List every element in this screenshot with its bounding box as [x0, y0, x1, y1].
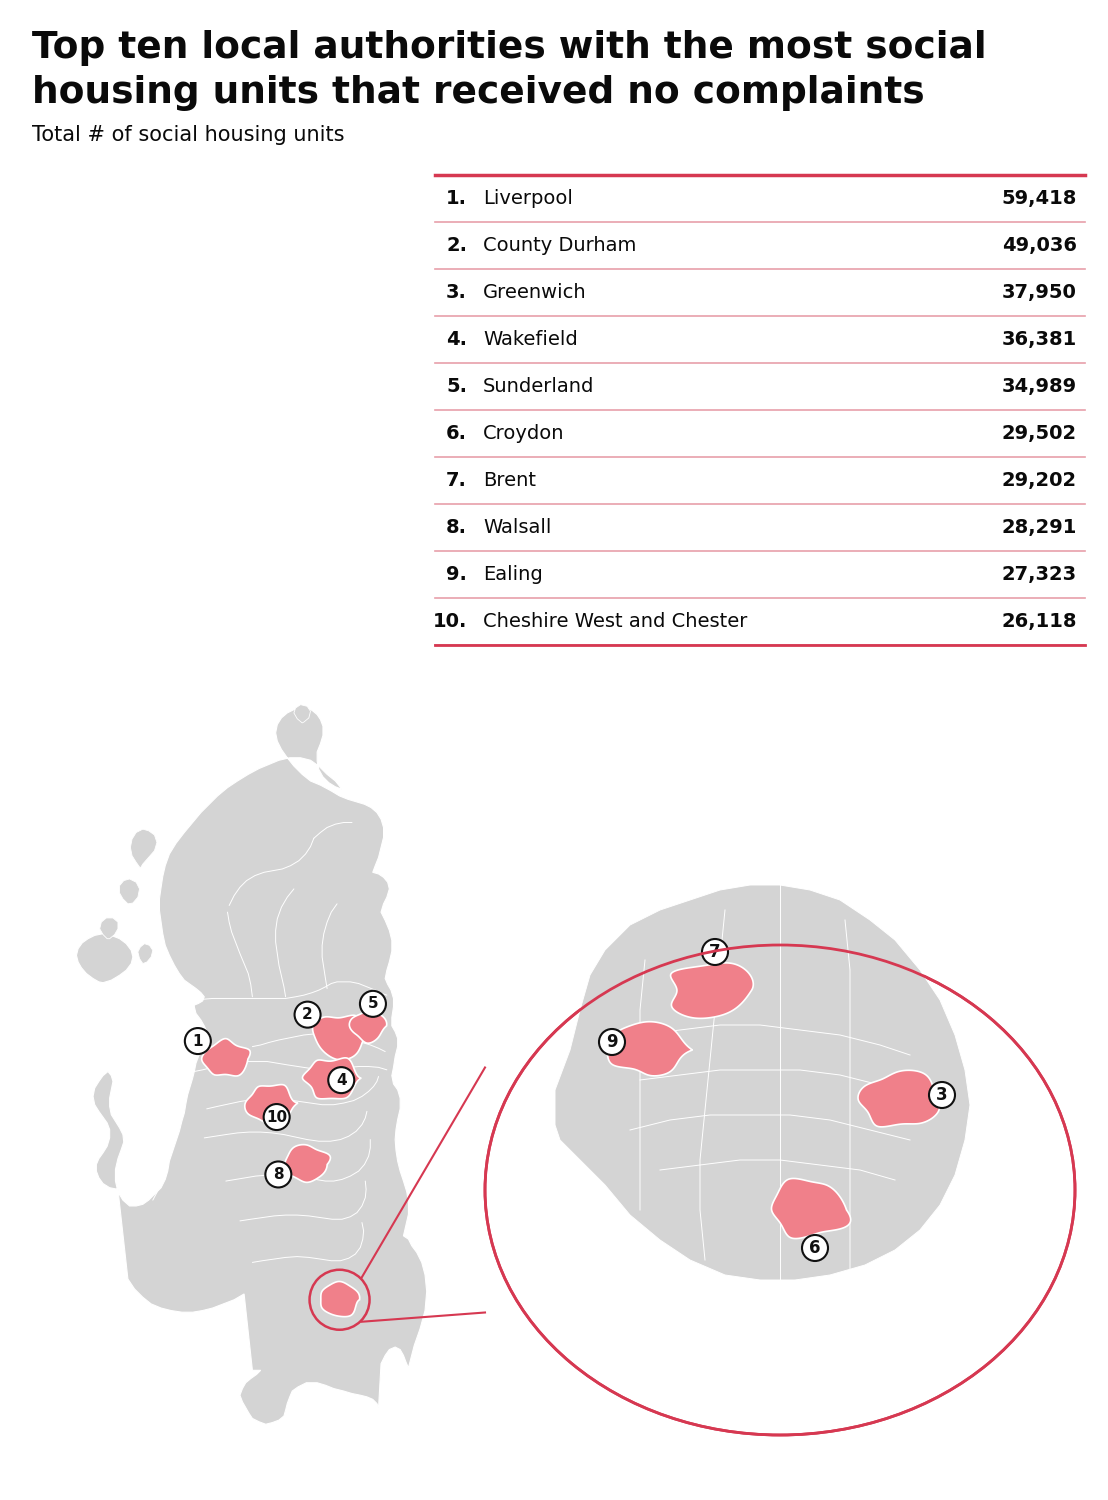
Circle shape	[265, 1161, 291, 1188]
Polygon shape	[120, 879, 140, 904]
Polygon shape	[93, 708, 427, 1425]
Text: 10.: 10.	[432, 612, 466, 632]
Text: Top ten local authorities with the most social: Top ten local authorities with the most …	[32, 30, 986, 66]
Circle shape	[295, 1002, 320, 1028]
Text: Wakefield: Wakefield	[483, 330, 577, 350]
Text: 3.: 3.	[447, 284, 466, 302]
Polygon shape	[555, 885, 970, 1280]
Polygon shape	[312, 1016, 366, 1060]
Text: 3: 3	[936, 1086, 947, 1104]
Text: 1.: 1.	[447, 189, 466, 209]
Text: 6.: 6.	[447, 424, 466, 442]
Text: Croydon: Croydon	[483, 424, 564, 442]
Circle shape	[264, 1104, 289, 1130]
Text: 4.: 4.	[447, 330, 466, 350]
Polygon shape	[100, 918, 117, 939]
Polygon shape	[858, 1071, 940, 1126]
Text: 2: 2	[302, 1007, 312, 1022]
Polygon shape	[131, 830, 157, 868]
Polygon shape	[607, 1022, 692, 1076]
Ellipse shape	[485, 945, 1075, 1436]
Text: 7.: 7.	[447, 471, 466, 490]
Text: 37,950: 37,950	[1002, 284, 1077, 302]
Text: 34,989: 34,989	[1002, 376, 1077, 396]
Text: 27,323: 27,323	[1002, 566, 1077, 584]
Text: 7: 7	[709, 944, 721, 962]
Polygon shape	[245, 1084, 298, 1125]
Text: Total # of social housing units: Total # of social housing units	[32, 124, 345, 146]
Text: 4: 4	[336, 1072, 347, 1088]
Text: 2.: 2.	[447, 236, 466, 255]
Polygon shape	[771, 1179, 851, 1239]
Circle shape	[929, 1082, 955, 1108]
Text: 49,036: 49,036	[1002, 236, 1077, 255]
Circle shape	[702, 939, 728, 964]
Circle shape	[185, 1028, 211, 1054]
Text: 5: 5	[368, 996, 378, 1011]
Text: 29,502: 29,502	[1002, 424, 1077, 442]
Text: Brent: Brent	[483, 471, 536, 490]
Text: Ealing: Ealing	[483, 566, 543, 584]
Text: 8: 8	[273, 1167, 284, 1182]
Text: 28,291: 28,291	[1002, 518, 1077, 537]
Text: Cheshire West and Chester: Cheshire West and Chester	[483, 612, 748, 632]
Polygon shape	[302, 1058, 361, 1100]
Text: Walsall: Walsall	[483, 518, 552, 537]
Text: 9.: 9.	[447, 566, 466, 584]
Polygon shape	[349, 1011, 387, 1042]
Polygon shape	[285, 1144, 330, 1182]
Text: Sunderland: Sunderland	[483, 376, 594, 396]
Text: Greenwich: Greenwich	[483, 284, 586, 302]
Text: housing units that received no complaints: housing units that received no complaint…	[32, 75, 924, 111]
Text: County Durham: County Durham	[483, 236, 636, 255]
Text: 9: 9	[606, 1034, 618, 1052]
Polygon shape	[670, 963, 753, 1018]
Polygon shape	[321, 1281, 360, 1317]
Text: 8.: 8.	[447, 518, 466, 537]
Circle shape	[360, 992, 386, 1017]
Text: 36,381: 36,381	[1002, 330, 1077, 350]
Polygon shape	[76, 933, 133, 982]
Text: 10: 10	[266, 1110, 287, 1125]
Polygon shape	[202, 1038, 250, 1076]
Text: 59,418: 59,418	[1002, 189, 1077, 209]
Text: 5.: 5.	[447, 376, 466, 396]
Text: 29,202: 29,202	[1002, 471, 1077, 490]
Text: Liverpool: Liverpool	[483, 189, 573, 209]
Text: 1: 1	[193, 1034, 203, 1048]
Circle shape	[599, 1029, 625, 1054]
Text: 26,118: 26,118	[1002, 612, 1077, 632]
Polygon shape	[137, 944, 153, 963]
Circle shape	[802, 1234, 828, 1262]
Text: 6: 6	[809, 1239, 821, 1257]
Circle shape	[328, 1066, 355, 1094]
Polygon shape	[294, 705, 310, 723]
